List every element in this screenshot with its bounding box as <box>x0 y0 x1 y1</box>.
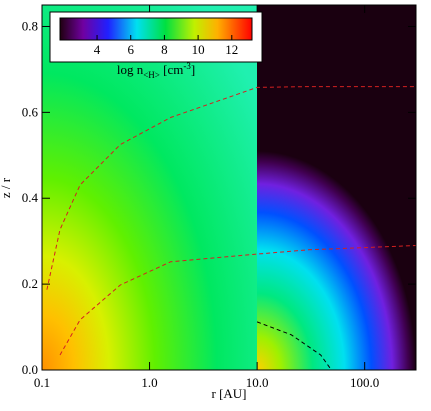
colorbar-tick-label: 12 <box>225 42 238 57</box>
y-axis-label: z / r <box>0 177 13 198</box>
colorbar-tick-label: 6 <box>127 42 134 57</box>
colorbar-tick-label: 8 <box>161 42 168 57</box>
frame <box>41 4 417 371</box>
y-tick-label: 0.2 <box>22 276 38 291</box>
colorbar-label-unit: [cm <box>160 62 183 77</box>
colorbar-label-sub: <H> <box>143 70 160 80</box>
y-tick-label: 0.8 <box>22 18 38 33</box>
x-tick-label: 10.0 <box>246 375 269 390</box>
x-tick-label: 100.0 <box>350 375 379 390</box>
colorbar-tick-label: 4 <box>94 42 101 57</box>
x-tick-label: 1.0 <box>141 375 157 390</box>
contour-line <box>46 86 416 290</box>
colorbar-label-end: ] <box>191 62 195 77</box>
density-inner <box>42 5 257 370</box>
colorbar-tick-label: 10 <box>192 42 205 57</box>
x-axis-label: r [AU] <box>211 386 246 401</box>
y-tick-label: 0.0 <box>22 362 38 377</box>
colorbar-label-main: log n <box>117 62 144 77</box>
density-outer <box>257 5 416 370</box>
x-tick-label: 0.1 <box>34 375 50 390</box>
contour-line <box>59 245 417 356</box>
colorbar-label: log n<H> [cm-3] <box>117 61 195 80</box>
colorbar <box>59 17 253 41</box>
colorbar-label-sup: -3 <box>183 61 191 71</box>
y-tick-label: 0.4 <box>22 190 39 205</box>
y-tick-label: 0.6 <box>22 104 39 119</box>
